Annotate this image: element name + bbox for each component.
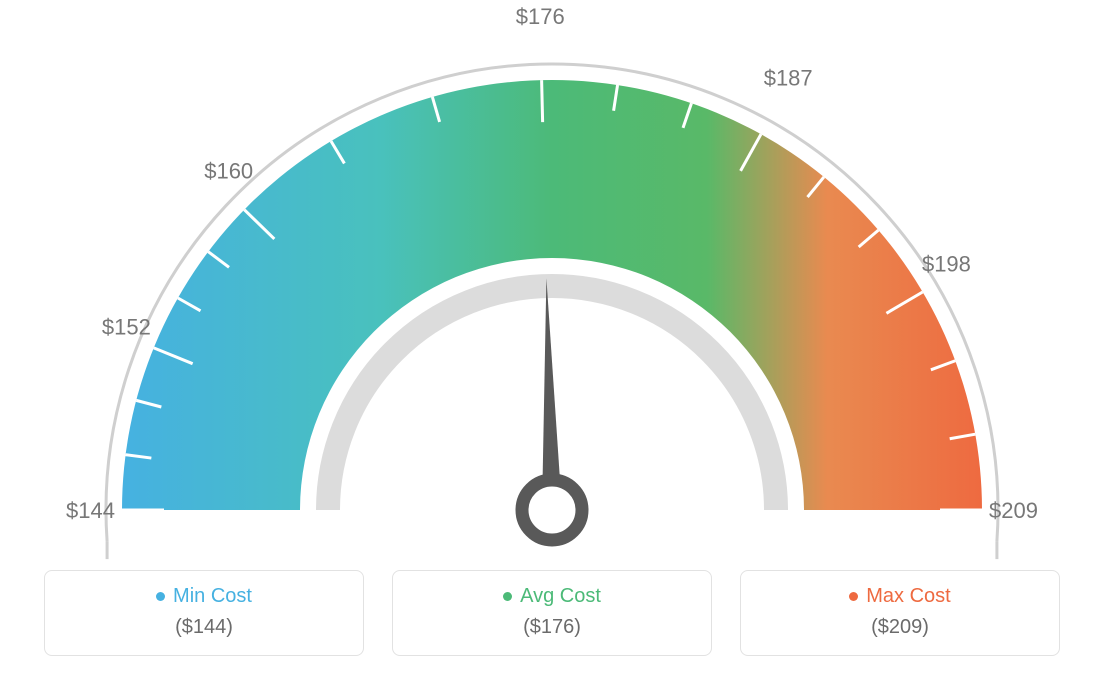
legend-title-avg: Avg Cost bbox=[503, 585, 601, 608]
dot-icon-max bbox=[849, 592, 858, 601]
gauge-svg: $144 $152 $160 $176 $187 $198 $209 bbox=[0, 0, 1104, 560]
legend-value-avg: ($176) bbox=[405, 616, 699, 639]
dot-icon-min bbox=[156, 592, 165, 601]
legend-title-max: Max Cost bbox=[849, 585, 950, 608]
svg-text:$187: $187 bbox=[764, 65, 813, 90]
legend-value-min: ($144) bbox=[57, 616, 351, 639]
legend-label-min: Min Cost bbox=[173, 585, 252, 608]
gauge-chart: $144 $152 $160 $176 $187 $198 $209 bbox=[0, 0, 1104, 560]
svg-text:$160: $160 bbox=[204, 159, 253, 184]
legend-value-max: ($209) bbox=[753, 616, 1047, 639]
legend-title-min: Min Cost bbox=[156, 585, 252, 608]
legend-label-max: Max Cost bbox=[866, 585, 950, 608]
svg-text:$209: $209 bbox=[989, 498, 1038, 523]
legend-row: Min Cost ($144) Avg Cost ($176) Max Cost… bbox=[0, 570, 1104, 656]
svg-text:$152: $152 bbox=[102, 315, 151, 340]
legend-label-avg: Avg Cost bbox=[520, 585, 601, 608]
legend-card-avg: Avg Cost ($176) bbox=[392, 570, 712, 656]
dot-icon-avg bbox=[503, 592, 512, 601]
svg-text:$144: $144 bbox=[66, 498, 115, 523]
svg-text:$198: $198 bbox=[922, 252, 971, 277]
legend-card-min: Min Cost ($144) bbox=[44, 570, 364, 656]
svg-text:$176: $176 bbox=[516, 4, 565, 29]
legend-card-max: Max Cost ($209) bbox=[740, 570, 1060, 656]
